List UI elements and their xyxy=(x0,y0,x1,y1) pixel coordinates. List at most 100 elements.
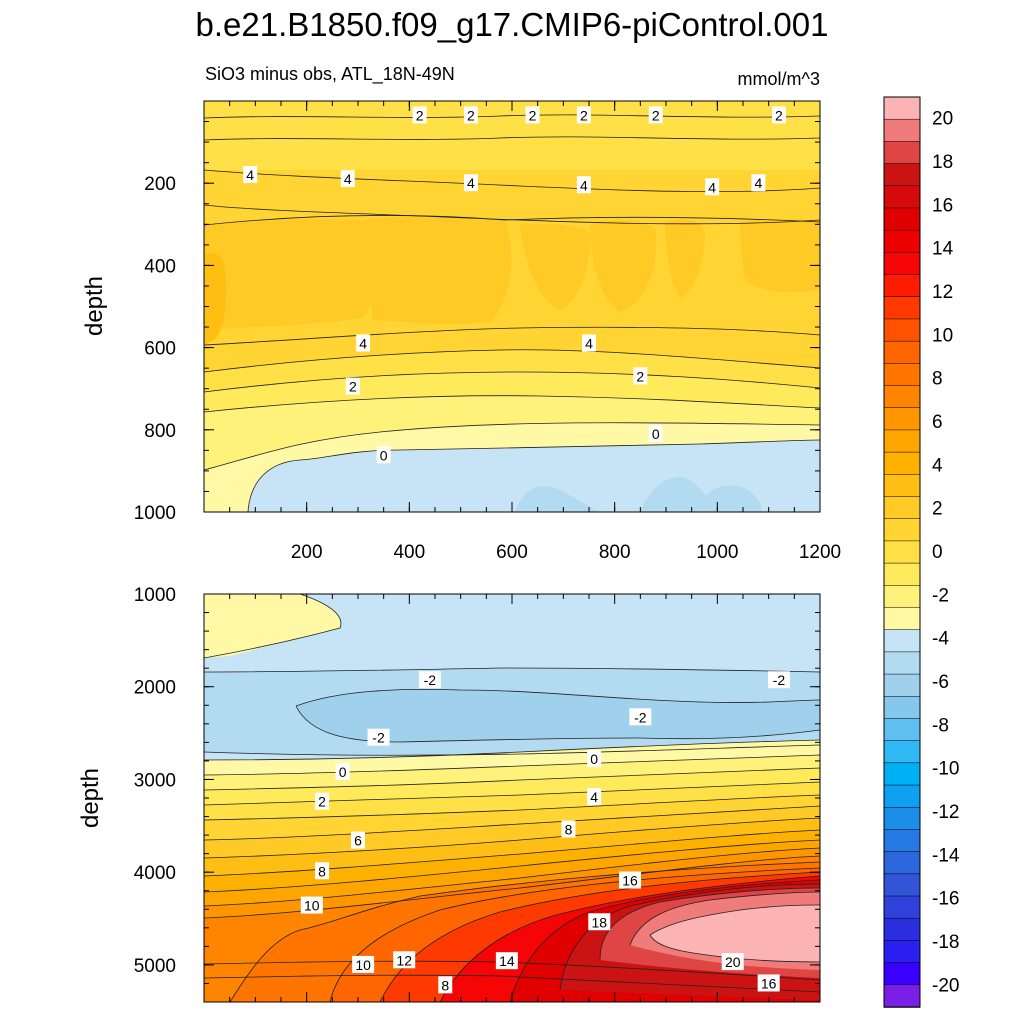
colorbar-tick-label: 20 xyxy=(932,109,953,130)
colorbar-cell xyxy=(883,784,921,808)
contour-label-bg xyxy=(352,955,375,973)
colorbar-cell xyxy=(883,984,921,1008)
upper-neg-blob-1 xyxy=(515,486,600,512)
upper-neg-blob-3 xyxy=(695,485,762,512)
contour-label: 2 xyxy=(467,107,475,123)
upper-contour xyxy=(204,395,820,413)
upper-y-axis-label: depth xyxy=(81,276,108,336)
upper-contour-lines xyxy=(204,114,820,512)
upper-y-tick-label: 800 xyxy=(144,421,176,442)
contour-label: -2 xyxy=(773,672,786,688)
lower-contour xyxy=(204,974,820,993)
colorbar-cell xyxy=(883,607,921,631)
contour-label: -2 xyxy=(424,672,437,688)
colorbar-tick-label: -16 xyxy=(932,889,959,910)
contour-label-bg xyxy=(767,671,790,689)
upper-y-tick-label: 1000 xyxy=(134,503,176,524)
contour-label-bg xyxy=(300,896,323,914)
colorbar-tick-label: 2 xyxy=(932,499,943,520)
contour-label: 0 xyxy=(652,426,660,442)
contour-label: 6 xyxy=(354,833,362,849)
colorbar-frame xyxy=(883,96,921,1008)
colorbar-cell xyxy=(883,696,921,720)
lower-contour xyxy=(204,667,820,673)
contour-label-bg xyxy=(576,106,591,124)
contour-label: 18 xyxy=(591,914,607,930)
contour-label-bg xyxy=(629,708,652,726)
contour-label-bg xyxy=(582,334,596,352)
colorbar-tick-label: 18 xyxy=(932,152,953,173)
contour-label-bg xyxy=(438,976,453,994)
colorbar-cell xyxy=(883,562,921,587)
lower-y-axis-label: depth xyxy=(77,768,104,828)
lower-y-tick-label: 1000 xyxy=(134,585,176,606)
upper-blob-4 xyxy=(590,220,657,312)
colorbar-cell xyxy=(883,762,921,786)
contour-label-bg xyxy=(648,424,663,442)
upper-x-tick-label: 1200 xyxy=(799,542,841,563)
colorbar-cell xyxy=(883,163,921,187)
colorbar-tick-label: -6 xyxy=(932,672,949,693)
upper-blob-5 xyxy=(665,219,705,298)
upper-contour xyxy=(204,422,820,471)
lower-shallow-pos xyxy=(204,594,341,658)
contour-label-bg xyxy=(705,178,720,196)
contour-label-bg xyxy=(619,871,642,889)
contour-label: 14 xyxy=(499,953,515,969)
colorbar-tick-label: 6 xyxy=(932,412,943,433)
colorbar-cell xyxy=(883,651,921,675)
contour-label: 12 xyxy=(396,952,412,968)
lower-contour xyxy=(204,744,820,756)
contour-label-bg xyxy=(315,862,330,880)
colorbar-tick-label: -14 xyxy=(932,845,960,866)
contour-label: 2 xyxy=(318,794,326,810)
upper-contour xyxy=(204,371,820,393)
lower-contour xyxy=(204,855,820,919)
colorbar-cell xyxy=(883,585,921,609)
contour-label: 20 xyxy=(725,954,741,970)
colorbar-cell xyxy=(883,96,921,120)
upper-x-ticks: 200 400 600 800 1000 1200 xyxy=(229,101,841,563)
colorbar-cell xyxy=(883,340,921,365)
colorbar-cell xyxy=(883,229,921,254)
contour-label: 2 xyxy=(636,368,644,384)
contour-label: 2 xyxy=(529,107,537,123)
upper-band-2-4 xyxy=(204,101,820,170)
upper-contour xyxy=(204,215,820,226)
colorbar-cell xyxy=(883,851,921,875)
upper-core xyxy=(204,252,227,345)
upper-contour xyxy=(204,169,820,193)
contour-label-bg xyxy=(463,106,478,124)
contour-label: 16 xyxy=(622,873,638,889)
colorbar-tick-label: 0 xyxy=(932,542,943,563)
contour-label: 0 xyxy=(590,751,598,767)
upper-blob-1 xyxy=(204,219,377,330)
lower-contour xyxy=(229,861,820,1002)
colorbar-tick-label: -8 xyxy=(932,715,949,736)
contour-label-bg xyxy=(771,106,786,124)
contour-label-bg xyxy=(418,671,441,689)
panel-subtitle: SiO3 minus obs, ATL_18N-49N xyxy=(205,64,455,85)
contour-label: 10 xyxy=(304,898,320,914)
lower-contour xyxy=(649,934,820,963)
contour-label: 4 xyxy=(580,177,588,193)
upper-neg-blob-2 xyxy=(640,477,715,512)
upper-blob-2 xyxy=(362,215,512,324)
lower-contour xyxy=(204,739,820,761)
upper-contour xyxy=(204,349,820,373)
colorbar-cell xyxy=(883,318,921,342)
lower-contour xyxy=(204,781,820,806)
contour-label-bg xyxy=(412,106,427,124)
contour-label: 2 xyxy=(349,379,357,395)
contour-label-bg xyxy=(345,377,360,395)
contour-label: 4 xyxy=(590,789,598,805)
contour-label: 4 xyxy=(359,335,367,351)
upper-blob-6 xyxy=(740,219,820,293)
colorbar-cell xyxy=(883,873,921,897)
lower-contour xyxy=(204,829,820,877)
lower-contour xyxy=(204,767,820,791)
upper-contour xyxy=(247,439,820,512)
